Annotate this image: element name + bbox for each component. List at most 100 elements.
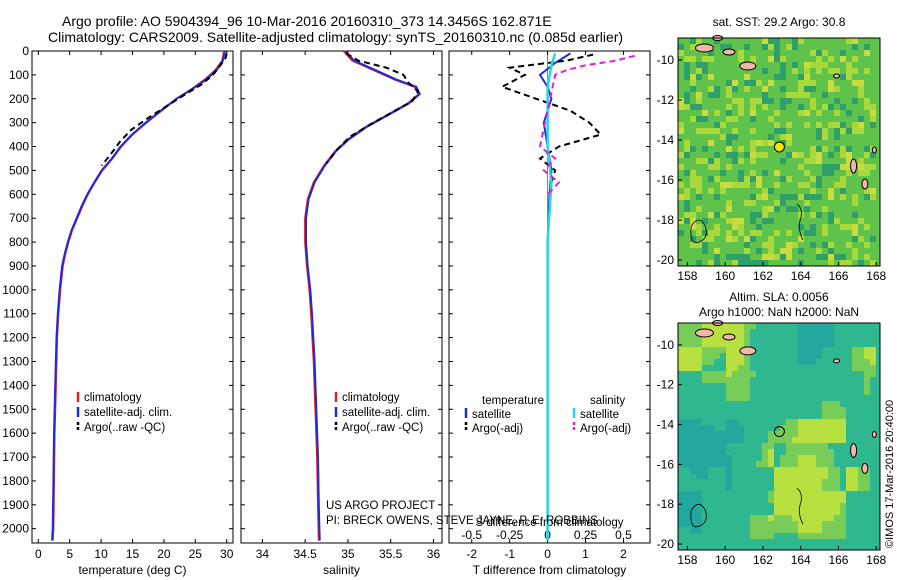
map-cell: [768, 116, 774, 122]
map-cell: [828, 86, 834, 92]
map-cell: [816, 437, 822, 443]
map-cell: [762, 170, 768, 176]
map-cell: [846, 242, 852, 248]
map-cell: [840, 527, 846, 533]
x-tick-label: 2: [620, 547, 627, 561]
map-cell: [756, 527, 762, 533]
map-cell: [822, 515, 828, 521]
map-cell: [678, 425, 684, 431]
map-cell: [780, 527, 786, 533]
map-cell: [810, 353, 816, 359]
map-cell: [714, 449, 720, 455]
map-cell: [696, 437, 702, 443]
map-cell: [816, 431, 822, 437]
map-cell: [810, 533, 816, 539]
map-cell: [750, 170, 756, 176]
map-title: sat. SST: 29.2 Argo: 30.8: [713, 15, 846, 29]
temperature-panel: 0100200300400500600700800900100011001200…: [2, 44, 233, 577]
map-cell: [828, 407, 834, 413]
map-cell: [678, 443, 684, 449]
map-cell: [804, 425, 810, 431]
legend-entry: climatology: [84, 392, 142, 404]
map-cell: [780, 521, 786, 527]
map-cell: [810, 503, 816, 509]
map-cell: [756, 521, 762, 527]
map-cell: [786, 479, 792, 485]
map-cell: [786, 194, 792, 200]
map-cell: [786, 254, 792, 260]
map-cell: [756, 515, 762, 521]
map-cell: [798, 479, 804, 485]
map-cell: [762, 461, 768, 467]
map-cell: [828, 467, 834, 473]
lon-tick-label: 162: [753, 269, 773, 283]
map-cell: [732, 341, 738, 347]
map-cell: [810, 62, 816, 68]
map-cell: [726, 437, 732, 443]
map-cell: [840, 152, 846, 158]
map-cell: [756, 224, 762, 230]
map-cell: [744, 383, 750, 389]
map-cell: [846, 473, 852, 479]
map-cell: [792, 461, 798, 467]
y-tick-label: 400: [9, 140, 29, 154]
map-cell: [690, 242, 696, 248]
map-cell: [684, 509, 690, 515]
map-cell: [744, 44, 750, 50]
map-cell: [762, 254, 768, 260]
map-cell: [852, 248, 858, 254]
map-cell: [738, 341, 744, 347]
map-cell: [732, 134, 738, 140]
legend-entry: temperature: [482, 395, 544, 407]
map-cell: [804, 419, 810, 425]
x-tick-label: -2: [466, 547, 477, 561]
y-tick-label: 1600: [2, 426, 29, 440]
map-cell: [792, 491, 798, 497]
map-cell: [822, 437, 828, 443]
map-cell: [822, 50, 828, 56]
map-cell: [744, 395, 750, 401]
map-cell: [756, 533, 762, 539]
series-line: [546, 53, 557, 541]
map-cell: [846, 479, 852, 485]
map-cell: [726, 200, 732, 206]
map-cell: [840, 194, 846, 200]
map-cell: [780, 200, 786, 206]
map-cell: [714, 122, 720, 128]
map-cell: [816, 62, 822, 68]
map-cell: [816, 455, 822, 461]
map-cell: [750, 515, 756, 521]
island: [722, 48, 736, 56]
map-cell: [726, 92, 732, 98]
map-cell: [696, 158, 702, 164]
map-cell: [804, 527, 810, 533]
map-cell: [828, 497, 834, 503]
map-cell: [726, 395, 732, 401]
map-cell: [864, 188, 870, 194]
x-tick-label: 30: [220, 547, 234, 561]
map-cell: [864, 194, 870, 200]
map-cell: [828, 218, 834, 224]
difference-panel: -2 -1 0 1 2 T difference from climatology -0.5…: [448, 50, 651, 577]
map-cell: [858, 164, 864, 170]
map-cell: [792, 206, 798, 212]
x-axis-label: salinity: [323, 563, 360, 577]
map-cell: [678, 44, 684, 50]
map-cell: [816, 212, 822, 218]
map-cell: [804, 491, 810, 497]
map-cell: [720, 371, 726, 377]
map-cell: [744, 254, 750, 260]
map-cell: [684, 347, 690, 353]
map-cell: [840, 413, 846, 419]
map-cell: [804, 329, 810, 335]
map-cell: [726, 116, 732, 122]
map-cell: [690, 218, 696, 224]
map-cell: [696, 38, 702, 44]
map-cell: [810, 449, 816, 455]
legend-entry: climatology: [342, 392, 400, 404]
map-cell: [828, 515, 834, 521]
map-cell: [804, 62, 810, 68]
map-cell: [864, 164, 870, 170]
map-cell: [720, 437, 726, 443]
map-cell: [738, 359, 744, 365]
